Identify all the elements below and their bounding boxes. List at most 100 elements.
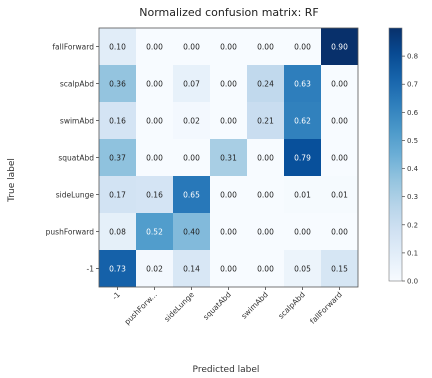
cell-value-label: 0.14 <box>183 265 200 274</box>
heatmap-cell <box>284 65 321 102</box>
cell-value-label: 0.16 <box>146 191 163 200</box>
cell-value-label: 0.52 <box>146 228 163 237</box>
chart-title: Normalized confusion matrix: RF <box>139 6 319 19</box>
heatmap-cell <box>321 139 358 176</box>
cell-value-label: 0.00 <box>146 80 163 89</box>
cell-value-label: 0.00 <box>331 154 348 163</box>
cell-value-label: 0.00 <box>257 43 274 52</box>
heatmap-cell <box>247 176 284 213</box>
cell-value-label: 0.73 <box>109 265 126 274</box>
heatmap-cell <box>173 28 210 65</box>
cell-value-label: 0.02 <box>146 265 163 274</box>
cell-value-label: 0.00 <box>146 117 163 126</box>
cell-value-label: 0.63 <box>294 80 311 89</box>
heatmap-cell <box>284 102 321 139</box>
heatmap-cell <box>173 176 210 213</box>
heatmap-cells: 0.10 0.00 0.00 0.00 0.00 0.00 0.90 0.36 0.00 0.07… <box>99 28 358 287</box>
heatmap-cell <box>99 65 136 102</box>
cell-value-label: 0.02 <box>183 117 200 126</box>
x-tick-label: scalpAbd <box>276 290 307 321</box>
cell-value-label: 0.00 <box>220 191 237 200</box>
cell-value-label: 0.79 <box>294 154 311 163</box>
heatmap-frame <box>98 27 359 288</box>
heatmap-cell <box>284 250 321 287</box>
heatmap-cell <box>99 213 136 250</box>
cell-value-label: 0.05 <box>294 265 311 274</box>
heatmap-cell <box>136 250 173 287</box>
y-tick-label: sideLunge <box>56 191 95 200</box>
cell-value-label: 0.21 <box>257 117 274 126</box>
y-tick-label: scalpAbd <box>60 80 94 89</box>
heatmap-cell <box>210 250 247 287</box>
cell-value-label: 0.00 <box>183 43 200 52</box>
heatmap-cell <box>247 28 284 65</box>
cell-value-label: 0.62 <box>294 117 311 126</box>
heatmap-cell <box>173 139 210 176</box>
heatmap-cell <box>321 176 358 213</box>
heatmap-cell <box>136 65 173 102</box>
cell-value-label: 0.00 <box>331 117 348 126</box>
heatmap-cell <box>321 250 358 287</box>
heatmap-cell <box>247 213 284 250</box>
cell-value-label: 0.00 <box>257 265 274 274</box>
heatmap-cell <box>210 28 247 65</box>
heatmap-cell <box>136 213 173 250</box>
x-tick-label: pushForw... <box>122 290 158 326</box>
y-tick-label: pushForward <box>46 228 95 237</box>
colorbar-tick-label: 0.7 <box>407 81 418 89</box>
cell-value-label: 0.00 <box>146 43 163 52</box>
x-tick-label: fallForward <box>308 290 344 326</box>
cell-value-label: 0.00 <box>331 228 348 237</box>
heatmap-cell <box>136 28 173 65</box>
heatmap-cell <box>321 28 358 65</box>
cell-value-label: 0.00 <box>220 228 237 237</box>
heatmap-cell <box>136 176 173 213</box>
cell-value-label: 0.10 <box>109 43 126 52</box>
y-tick-label: -1 <box>87 265 95 274</box>
heatmap-cell <box>247 102 284 139</box>
heatmap-cell <box>247 250 284 287</box>
colorbar-tick-label: 0.6 <box>407 109 419 117</box>
heatmap-cell <box>136 102 173 139</box>
heatmap-cell <box>284 176 321 213</box>
cell-value-label: 0.00 <box>146 154 163 163</box>
cell-value-label: 0.00 <box>220 265 237 274</box>
x-tick-label: squatAbd <box>201 290 233 322</box>
cell-value-label: 0.90 <box>331 43 348 52</box>
heatmap-cell <box>284 213 321 250</box>
x-tick-label: sideLunge <box>162 290 196 324</box>
colorbar-tick-label: 0.8 <box>407 53 418 61</box>
heatmap-cell <box>173 250 210 287</box>
heatmap-cell <box>210 176 247 213</box>
heatmap-cell <box>210 65 247 102</box>
cell-value-label: 0.00 <box>257 228 274 237</box>
heatmap-cell <box>210 139 247 176</box>
cell-value-label: 0.24 <box>257 80 274 89</box>
heatmap-cell <box>210 102 247 139</box>
x-tick-label: swimAbd <box>239 290 270 321</box>
colorbar-tick-label: 0.3 <box>407 193 418 201</box>
heatmap-cell <box>284 28 321 65</box>
heatmap-cell <box>321 65 358 102</box>
colorbar-ticks: 0.0 0.1 0.2 0.3 0.4 0.5 0.6 0.7 0.8 <box>402 53 419 286</box>
y-tick-labels: fallForward scalpAbd swimAbd squatAbd sideLu… <box>46 43 99 274</box>
heatmap-cell <box>247 139 284 176</box>
cell-value-label: 0.17 <box>109 191 126 200</box>
colorbar-tick-label: 0.2 <box>407 221 418 229</box>
heatmap-cell <box>173 213 210 250</box>
heatmap-cell <box>99 250 136 287</box>
heatmap-cell <box>99 102 136 139</box>
heatmap-cell <box>173 102 210 139</box>
cell-value-label: 0.00 <box>331 80 348 89</box>
x-tick-labels: -1 pushForw... sideLunge squatAbd swimAbd sca… <box>110 287 344 326</box>
heatmap-cell <box>210 213 247 250</box>
cell-value-label: 0.65 <box>183 191 200 200</box>
heatmap-cell <box>284 139 321 176</box>
cell-value-label: 0.00 <box>294 228 311 237</box>
heatmap-cell <box>136 139 173 176</box>
cell-value-label: 0.00 <box>220 117 237 126</box>
cell-value-label: 0.00 <box>294 43 311 52</box>
colorbar-tick-label: 0.0 <box>407 278 418 286</box>
heatmap-cell <box>173 65 210 102</box>
